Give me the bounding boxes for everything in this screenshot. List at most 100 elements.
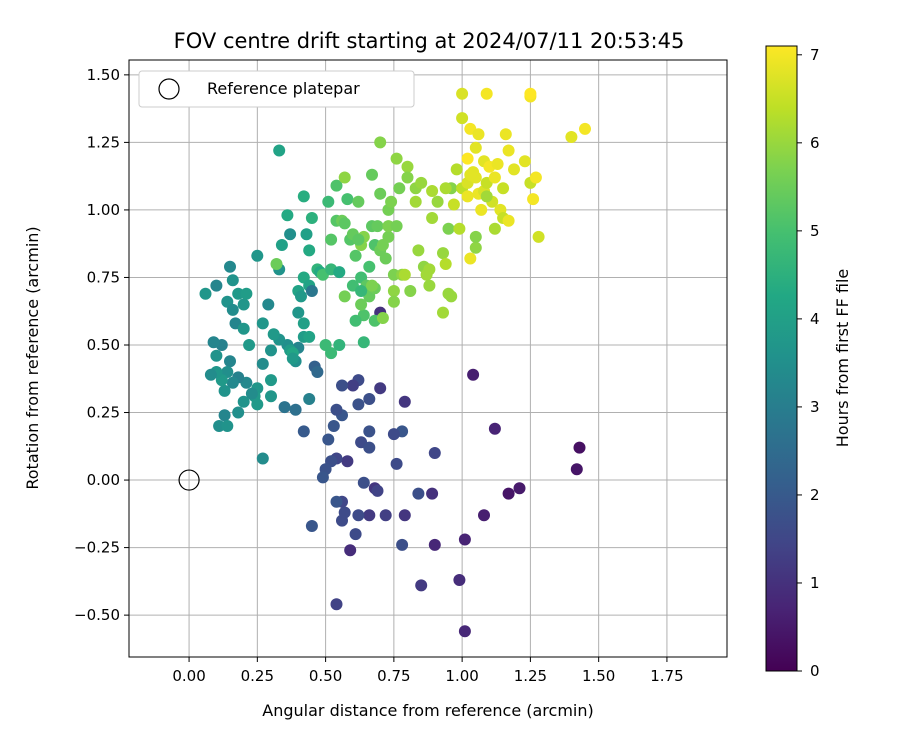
data-point <box>437 247 449 260</box>
data-point <box>357 336 370 349</box>
data-point <box>303 244 316 257</box>
legend-label: Reference platepar <box>207 79 360 98</box>
data-point <box>295 290 307 303</box>
data-point <box>327 420 340 432</box>
colorbar-tick-label: 1 <box>810 574 820 592</box>
data-point <box>573 441 586 454</box>
data-point <box>428 538 441 551</box>
data-point <box>423 263 436 276</box>
data-point <box>570 463 583 476</box>
data-point <box>237 322 250 335</box>
data-point <box>245 387 258 400</box>
data-point <box>431 195 444 208</box>
data-point <box>469 230 482 243</box>
data-point <box>346 379 359 392</box>
data-point <box>532 230 545 243</box>
x-tick-label: 0.75 <box>377 667 410 685</box>
data-point <box>333 339 346 351</box>
data-point <box>371 220 384 233</box>
data-point <box>387 295 400 308</box>
x-axis-label: Angular distance from reference (arcmin) <box>262 701 593 720</box>
data-point <box>204 368 217 381</box>
data-point <box>226 274 239 287</box>
data-point <box>224 355 236 368</box>
data-point <box>382 220 395 233</box>
data-point <box>442 222 455 235</box>
colorbar-tick-label: 2 <box>810 486 820 504</box>
data-point <box>497 182 510 195</box>
data-point <box>363 509 376 522</box>
data-point <box>387 268 400 281</box>
data-point <box>502 214 515 227</box>
data-point <box>336 379 348 392</box>
data-point <box>232 287 245 300</box>
data-point <box>199 287 212 300</box>
data-point <box>382 230 395 243</box>
data-point <box>415 579 428 592</box>
colorbar-tick-label: 5 <box>810 222 820 240</box>
data-point <box>333 266 346 279</box>
data-point <box>267 328 280 341</box>
data-point <box>297 425 310 438</box>
data-point <box>565 131 578 143</box>
data-point <box>303 393 316 405</box>
data-point <box>265 374 277 387</box>
data-point <box>453 222 466 235</box>
data-point <box>467 368 480 381</box>
data-point <box>207 336 220 349</box>
data-point <box>409 195 422 208</box>
data-point <box>338 290 351 303</box>
data-point <box>464 168 477 181</box>
data-point <box>330 495 343 508</box>
data-point <box>518 155 531 168</box>
data-point <box>286 352 299 365</box>
colorbar-tick-label: 7 <box>810 46 820 64</box>
data-point <box>366 168 378 181</box>
data-point <box>502 487 515 500</box>
data-point <box>305 212 318 224</box>
data-point <box>480 87 493 100</box>
data-point <box>437 306 449 319</box>
colorbar: 0 1 2 3 4 5 6 7 Hours from first FF file <box>765 45 852 680</box>
data-points <box>199 87 591 638</box>
data-point <box>445 290 458 303</box>
data-point <box>316 471 329 484</box>
data-point <box>226 303 239 316</box>
data-point <box>579 122 591 135</box>
data-point <box>488 422 501 435</box>
y-tick-label: 0.25 <box>87 404 120 422</box>
data-point <box>330 598 343 611</box>
data-point <box>275 239 288 251</box>
data-point <box>232 406 245 419</box>
data-point <box>393 182 406 195</box>
data-point <box>322 195 335 208</box>
data-point <box>289 403 302 416</box>
data-point <box>426 212 439 224</box>
y-tick-label: −0.50 <box>74 606 120 624</box>
data-point <box>363 393 376 405</box>
data-point <box>469 241 482 254</box>
data-point <box>292 306 305 319</box>
data-point <box>439 258 452 270</box>
data-point <box>300 228 313 241</box>
data-point <box>401 171 414 184</box>
data-point <box>478 509 490 522</box>
chart-title: FOV centre drift starting at 2024/07/11 … <box>174 29 685 53</box>
data-point <box>240 287 253 300</box>
plot-frame <box>128 59 728 658</box>
data-point <box>447 198 460 211</box>
data-point <box>213 420 226 432</box>
data-point <box>330 179 343 192</box>
data-point <box>256 357 269 370</box>
data-point <box>270 258 283 270</box>
data-point <box>349 314 362 327</box>
data-point <box>322 433 335 446</box>
data-point <box>458 533 471 546</box>
data-point <box>461 152 474 165</box>
data-point <box>311 366 324 378</box>
data-point <box>325 233 338 246</box>
data-point <box>243 339 256 351</box>
data-point <box>273 144 286 157</box>
y-tick-label: 0.75 <box>87 268 120 286</box>
data-point <box>349 528 362 541</box>
